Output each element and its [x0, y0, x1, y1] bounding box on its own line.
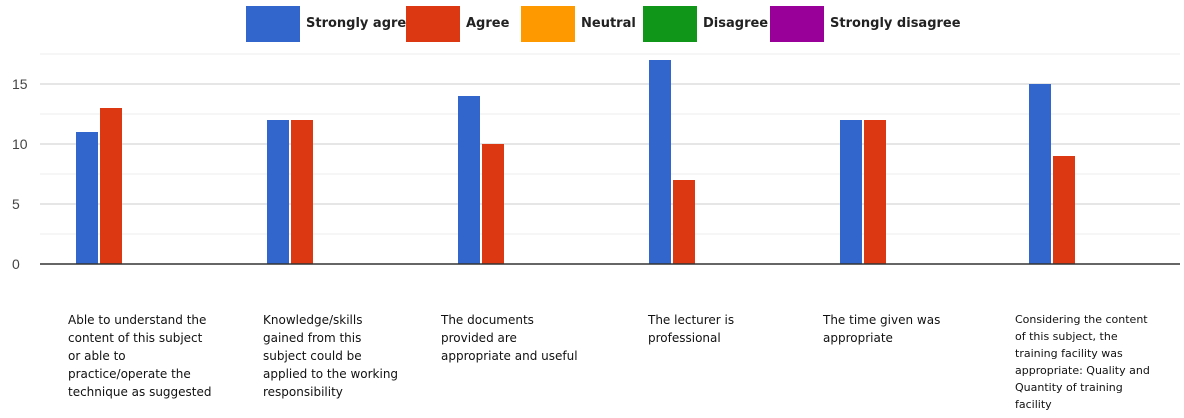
bar-strongly-agree-3	[649, 60, 671, 264]
bar-strongly-agree-5	[1029, 84, 1051, 264]
legend-swatch-agree	[406, 6, 460, 42]
y-tick-label: 15	[12, 76, 28, 92]
x-category-label: Knowledge/skills gained from this subjec…	[263, 313, 399, 399]
x-category-label: Able to understand the content of this s…	[68, 313, 212, 399]
bar-strongly-agree-0	[76, 132, 98, 264]
bar-agree-4	[864, 120, 886, 264]
bar-agree-1	[291, 120, 313, 264]
bar-agree-3	[673, 180, 695, 264]
bar-agree-5	[1053, 156, 1075, 264]
bars	[76, 60, 1075, 264]
legend-label: Strongly disagree	[830, 16, 961, 31]
x-category-label: The lecturer is professional	[648, 313, 735, 345]
legend: Strongly agree Agree Neutral Disagree Strong…	[246, 6, 961, 42]
legend-label: Neutral	[581, 16, 636, 31]
x-category-label: The time given was appropriate	[823, 313, 941, 345]
legend-swatch-strongly-disagree	[770, 6, 824, 42]
bar-strongly-agree-4	[840, 120, 862, 264]
legend-swatch-strongly-agree	[246, 6, 300, 42]
x-category-label: Considering the content of this subject,…	[1015, 313, 1150, 411]
legend-label: Disagree	[703, 16, 768, 31]
bar-strongly-agree-1	[267, 120, 289, 264]
legend-swatch-neutral	[521, 6, 575, 42]
bar-strongly-agree-2	[458, 96, 480, 264]
bar-agree-0	[100, 108, 122, 264]
legend-label: Strongly agree	[306, 16, 415, 31]
legend-swatch-disagree	[643, 6, 697, 42]
legend-label: Agree	[466, 16, 510, 31]
y-tick-label: 5	[12, 196, 20, 212]
x-category-label: The documents provided are appropriate a…	[441, 313, 578, 363]
y-tick-label: 0	[12, 256, 20, 272]
y-tick-label: 10	[12, 136, 28, 152]
gridlines	[40, 53, 1180, 235]
y-axis-ticks: 0 5 10 15	[12, 76, 28, 272]
bar-agree-2	[482, 144, 504, 264]
